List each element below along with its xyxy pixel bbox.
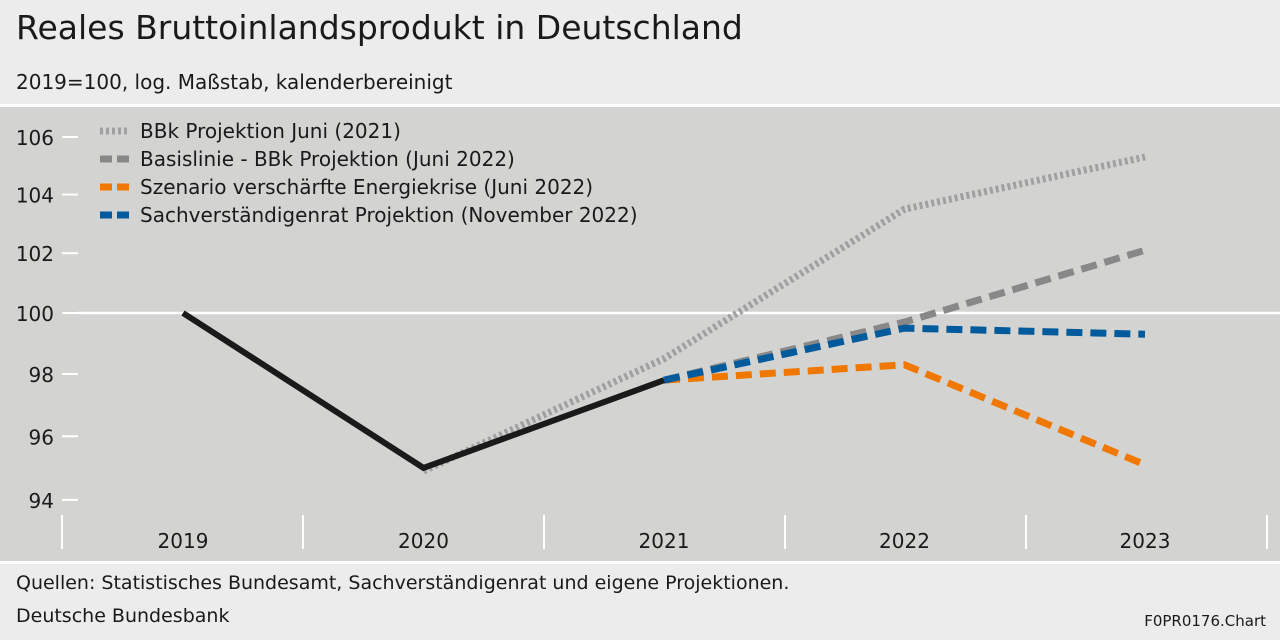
x-tick-label: 2021 bbox=[639, 529, 690, 553]
chart-title: Reales Bruttoinlandsprodukt in Deutschla… bbox=[16, 8, 743, 47]
y-tick-label: 106 bbox=[16, 126, 54, 150]
legend-label: Basislinie - BBk Projektion (Juni 2022) bbox=[140, 147, 515, 171]
series-line-2 bbox=[663, 361, 1147, 468]
legend-label: Szenario verschärfte Energiekrise (Juni … bbox=[140, 175, 593, 199]
legend-label: Sachverständigenrat Projektion (November… bbox=[140, 203, 638, 227]
x-tick-label: 2023 bbox=[1120, 529, 1171, 553]
plot-area: 94 96 98 100 102 104 106 2019 2020 2021 2022 2023 BB… bbox=[0, 104, 1280, 564]
chart-svg: 94 96 98 100 102 104 106 2019 2020 2021 2022 2023 BB… bbox=[16, 119, 1280, 553]
y-tick-label: 94 bbox=[29, 489, 54, 513]
y-tick-label: 104 bbox=[16, 184, 54, 208]
chart-subtitle: 2019=100, log. Maßstab, kalenderbereinig… bbox=[16, 70, 453, 94]
actual-line bbox=[181, 310, 666, 472]
x-tick-label: 2020 bbox=[398, 529, 449, 553]
y-tick-label: 100 bbox=[16, 302, 54, 326]
organization: Deutsche Bundesbank bbox=[16, 605, 230, 627]
y-tick-label: 102 bbox=[16, 242, 54, 266]
x-tick-label: 2022 bbox=[879, 529, 930, 553]
x-tick-label: 2019 bbox=[158, 529, 209, 553]
chart-code: F0PR0176.Chart bbox=[1144, 612, 1266, 630]
legend-label: BBk Projektion Juni (2021) bbox=[140, 119, 401, 143]
source-note: Quellen: Statistisches Bundesamt, Sachve… bbox=[16, 572, 790, 594]
y-tick-label: 96 bbox=[29, 425, 54, 449]
y-tick-label: 98 bbox=[29, 363, 54, 387]
series-line-0 bbox=[422, 153, 1146, 475]
